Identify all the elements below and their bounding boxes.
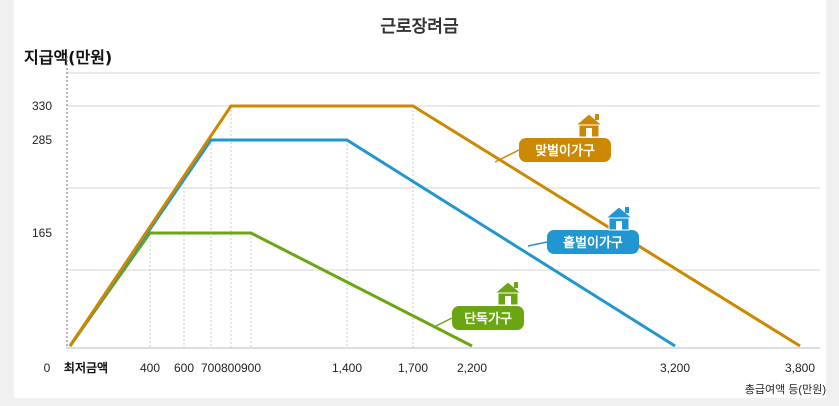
tag-leader-single_earner (527, 241, 548, 247)
tag-box-single (452, 306, 524, 330)
tag-leader-single (435, 317, 453, 327)
x-tick-label-3200: 3,200 (660, 361, 690, 375)
y-tick-label-285: 285 (32, 133, 52, 147)
y-axis-label: 지급액(만원) (24, 48, 113, 67)
x-tick-label-600: 600 (174, 361, 194, 375)
legend-label-single: 단독가구 (464, 311, 512, 327)
chart-title: 근로장려금 (380, 17, 459, 37)
y-tick-label-165: 165 (32, 226, 52, 240)
series-tag-single_earner: 홑벌이가구 (527, 206, 639, 254)
chart-panel (14, 0, 826, 398)
x-tick-label-3800: 3,800 (785, 361, 815, 375)
series-tag-single: 단독가구 (435, 281, 524, 330)
guide-lines (149, 106, 414, 348)
x-tick-label-1700: 1,700 (398, 361, 428, 375)
x-tick-label-1400: 1,400 (332, 361, 362, 375)
y-origin-label: 0 (44, 361, 51, 375)
house-icon (604, 206, 634, 231)
x-tick-label-700: 700 (201, 361, 221, 375)
x-origin-label: 최저금액 (64, 360, 108, 375)
y-tick-label-330: 330 (32, 99, 52, 113)
grid-lines (66, 56, 820, 349)
tag-leader-dual (494, 149, 520, 163)
series-line-dual (68, 104, 801, 348)
x-tick-label-900: 900 (241, 361, 261, 375)
x-axis-label: 총급여액 등(만원) (745, 383, 826, 396)
x-tick-label-400: 400 (140, 361, 160, 375)
series-line-single (68, 231, 473, 348)
house-icon (493, 281, 523, 306)
tick-labels: 0 최저금액 400 600 700 800 900 1,400 1,700 2,200 3,200… (32, 99, 826, 396)
legend-label-single_earner: 홑벌이가구 (563, 235, 623, 251)
house-icon (574, 113, 604, 138)
tag-box-dual (519, 138, 611, 162)
x-tick-label-800: 800 (221, 361, 241, 375)
legend-label-dual: 맞벌이가구 (535, 143, 595, 159)
series-tag-dual: 맞벌이가구 (494, 113, 611, 163)
x-tick-label-2200: 2,200 (457, 361, 487, 375)
tag-box-single_earner (547, 230, 639, 254)
series-lines (68, 104, 801, 348)
